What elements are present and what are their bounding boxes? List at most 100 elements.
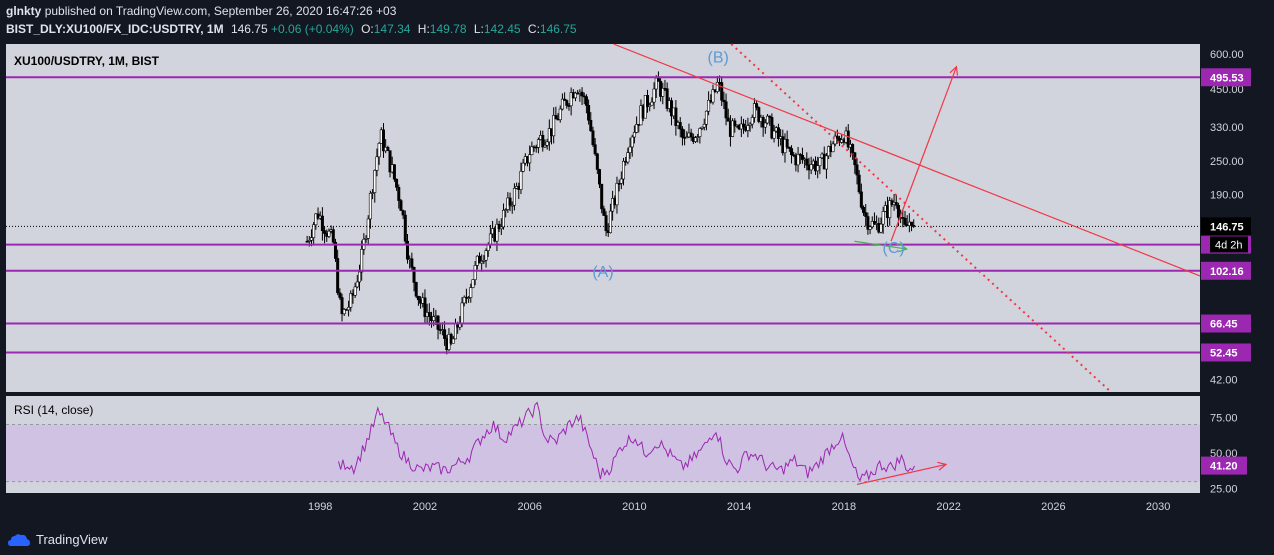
- candle-body: [569, 92, 573, 107]
- rsi-trendline[interactable]: [856, 464, 946, 486]
- candle-body: [731, 120, 735, 137]
- time-axis[interactable]: 1998 2002 2006 2010 2014 2018 2022 2026 2030: [308, 501, 1170, 513]
- candle-body: [790, 148, 794, 156]
- candle-body: [835, 135, 839, 139]
- candle-body: [353, 286, 357, 296]
- last-price-label[interactable]: 146.75: [1210, 221, 1244, 233]
- candle-body: [401, 210, 405, 216]
- time-tick-label: 2030: [1146, 501, 1170, 513]
- candle-body: [796, 153, 800, 166]
- candle-body: [733, 120, 737, 127]
- candle-body: [558, 108, 562, 121]
- candle-body: [340, 297, 344, 315]
- candle-body: [360, 248, 364, 273]
- candle-body: [510, 204, 514, 207]
- candle-body: [307, 239, 311, 242]
- candle-body: [689, 132, 693, 138]
- candle-body: [617, 182, 621, 185]
- candle-body: [349, 293, 353, 308]
- time-tick-label: 2026: [1041, 501, 1065, 513]
- candle-body: [357, 271, 361, 283]
- candle-body: [427, 312, 431, 317]
- time-tick-label: 2022: [936, 501, 960, 513]
- last-price: 146.75: [230, 22, 268, 36]
- candle-body: [678, 122, 682, 130]
- author-name[interactable]: glnkty: [6, 4, 42, 18]
- candles-layer: [305, 71, 916, 355]
- level-label[interactable]: 102.16: [1210, 266, 1244, 278]
- candle-body: [722, 99, 726, 103]
- candle-body: [501, 209, 505, 228]
- candle-body: [423, 297, 427, 317]
- level-label[interactable]: 495.53: [1210, 72, 1244, 84]
- candle-body: [746, 125, 750, 131]
- tradingview-logo[interactable]: TradingView: [8, 532, 108, 547]
- trendline[interactable]: [613, 43, 1201, 277]
- close-label: C:: [527, 22, 540, 36]
- candle-body: [392, 164, 396, 180]
- rsi-band: [6, 424, 1200, 482]
- candle-body: [894, 202, 898, 206]
- countdown-bg: [1210, 236, 1248, 253]
- candle-body: [872, 221, 876, 225]
- candle-body: [386, 147, 390, 151]
- candle-body: [412, 267, 416, 283]
- rsi-last-label[interactable]: 41.20: [1210, 461, 1238, 473]
- candle-body: [910, 221, 914, 226]
- candle-body: [619, 178, 623, 184]
- candle-body: [896, 204, 900, 218]
- price-tick-label: 42.00: [1210, 375, 1238, 387]
- main-pane[interactable]: [6, 44, 1200, 392]
- candle-body: [650, 101, 654, 106]
- candle-body: [410, 258, 414, 268]
- candle-body: [608, 210, 612, 233]
- candle-body: [600, 183, 604, 210]
- wave-label[interactable]: (B): [708, 49, 729, 66]
- candle-body: [604, 215, 608, 231]
- low-value: 142.45: [483, 22, 521, 36]
- candle-body: [674, 107, 678, 126]
- candle-body: [846, 130, 850, 148]
- annotations-layer: (A) (B) (C): [592, 49, 904, 281]
- candle-body: [371, 192, 375, 194]
- candle-body: [602, 208, 606, 216]
- level-label[interactable]: 52.45: [1210, 348, 1238, 360]
- candle-body: [416, 295, 420, 301]
- candle-body: [656, 77, 660, 82]
- candle-body: [560, 98, 564, 110]
- candle-body: [399, 200, 403, 211]
- price-tick-label: 600.00: [1210, 49, 1244, 61]
- candle-body: [851, 144, 855, 153]
- candle-body: [432, 316, 436, 321]
- candle-body: [748, 123, 752, 126]
- candle-body: [857, 174, 861, 193]
- candle-body: [477, 255, 481, 264]
- wave-label[interactable]: (C): [883, 240, 905, 257]
- price-axis[interactable]: 600.00 450.00 330.00 250.00 190.00 42.00 495.5…: [1201, 49, 1251, 387]
- wave-label[interactable]: (A): [592, 264, 613, 281]
- candle-body: [787, 146, 791, 149]
- trendline[interactable]: [730, 43, 1112, 393]
- trendline[interactable]: [854, 240, 906, 249]
- trendline[interactable]: [890, 67, 956, 242]
- candle-body: [772, 130, 776, 139]
- price-chart[interactable]: (A) (B) (C) 600.00 450.00 330.00 250.00 190.00…: [0, 42, 1274, 517]
- rsi-line[interactable]: [338, 401, 916, 482]
- candle-body: [305, 240, 309, 243]
- candle-body: [323, 230, 327, 234]
- rsi-layer: [6, 401, 1200, 486]
- candle-body: [460, 302, 464, 324]
- candle-body: [504, 209, 508, 211]
- level-label[interactable]: 66.45: [1210, 319, 1238, 331]
- candle-body: [388, 150, 392, 173]
- candle-body: [587, 105, 591, 121]
- candle-body: [755, 103, 759, 108]
- time-tick-label: 1998: [308, 501, 332, 513]
- level-label-bg: [1201, 343, 1251, 362]
- candle-body: [331, 229, 335, 243]
- candle-body: [646, 95, 650, 107]
- candle-body: [462, 296, 466, 304]
- candle-body: [405, 240, 409, 260]
- candle-body: [451, 338, 455, 344]
